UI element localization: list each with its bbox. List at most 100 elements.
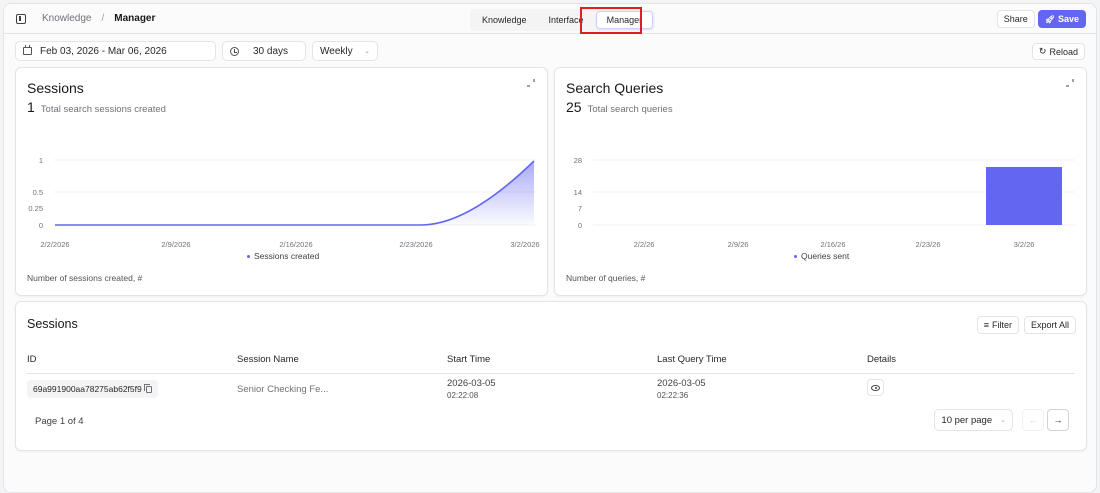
x-tick: 2/2/26 [634, 240, 655, 249]
sessions-card-title: Sessions [27, 80, 84, 96]
legend-dot [247, 254, 250, 258]
pagination-controls: 10 per page ⌄ ← → [934, 409, 1069, 431]
sessions-total-value: 1 [27, 99, 35, 115]
queries-chart-card: Search Queries 25 Total search queries 2… [554, 67, 1087, 296]
start-date: 2026-03-05 [447, 378, 496, 389]
arrow-right-icon: → [1053, 415, 1063, 425]
tab-interface[interactable]: Interface [548, 15, 584, 25]
expand-icon[interactable] [1065, 78, 1075, 88]
column-header-id: ID [27, 354, 37, 365]
sessions-total: 1 Total search sessions created [27, 99, 166, 115]
calendar-icon [23, 45, 32, 55]
breadcrumb: Knowledge / Manager [16, 13, 155, 24]
app-window: Knowledge / Manager Knowledge Interface … [3, 3, 1097, 493]
column-header-details: Details [867, 354, 897, 365]
page-nav: ← → [1022, 409, 1069, 431]
arrow-left-icon: ← [1028, 415, 1038, 425]
export-all-button[interactable]: Export All [1023, 316, 1076, 334]
eye-icon [871, 384, 880, 391]
chevron-down-icon: ⌄ [364, 48, 370, 55]
x-tick: 3/2/26 [1014, 240, 1035, 249]
sessions-area-chart: 1 0.5 0.25 0 2/2/2026 2/9/2026 2/16/2026… [28, 156, 539, 249]
column-header-last-query-time: Last Query Time [657, 354, 727, 365]
export-label: Export All [1030, 320, 1069, 330]
last-query-time: 02:22:36 [657, 391, 689, 400]
queries-bar-chart: 28 14 7 0 2/2/26 2/9/26 2/16/26 2/23/26 … [574, 156, 1075, 249]
legend-dot [794, 254, 797, 258]
column-header-start-time: Start Time [447, 354, 491, 365]
y-tick: 28 [574, 156, 582, 165]
date-range-value: Feb 03, 2026 - Mar 06, 2026 [40, 45, 167, 57]
session-name[interactable]: Senior Checking Fe... [237, 384, 329, 395]
expand-icon[interactable] [526, 78, 536, 88]
y-tick: 0 [39, 221, 43, 230]
queries-footnote: Number of queries, # [566, 273, 646, 283]
session-id: 69a991900aa78275ab62f5f9 [33, 384, 142, 394]
next-page-button[interactable]: → [1047, 409, 1069, 431]
x-tick: 2/2/2026 [40, 240, 69, 249]
filter-toolbar: Feb 03, 2026 - Mar 06, 2026 30 days Week… [15, 41, 1085, 61]
rocket-icon: 🚀︎ [1044, 14, 1055, 24]
top-bar: Knowledge / Manager Knowledge Interface … [4, 4, 1096, 34]
x-tick: 2/23/26 [915, 240, 940, 249]
sessions-table-card: Sessions ≡ Filter Export All ID Session … [15, 301, 1087, 451]
breadcrumb-separator: / [101, 13, 105, 24]
save-button[interactable]: 🚀︎ Save [1037, 10, 1086, 28]
sessions-total-desc: Total search sessions created [40, 104, 166, 115]
page-indicator: Page 1 of 4 [35, 416, 84, 427]
per-page-select[interactable]: 10 per page ⌄ [934, 409, 1013, 431]
bar [986, 167, 1062, 225]
view-details-button[interactable] [867, 379, 884, 396]
clock-icon [230, 46, 239, 56]
reload-label: Reload [1049, 46, 1078, 57]
refresh-icon: ↻ [1038, 46, 1047, 56]
last-query-date: 2026-03-05 [657, 378, 706, 389]
column-header-session-name: Session Name [237, 354, 299, 365]
copy-icon[interactable] [143, 383, 152, 393]
start-time: 02:22:08 [447, 391, 479, 400]
filter-label: Filter [991, 320, 1012, 330]
table-title: Sessions [27, 317, 78, 331]
queries-card-title: Search Queries [566, 80, 664, 96]
table-header: ID Session Name Start Time Last Query Ti… [27, 352, 1075, 374]
x-tick: 2/9/2026 [161, 240, 190, 249]
period-value: Weekly [320, 45, 353, 57]
tab-manager[interactable]: Manager [595, 11, 654, 29]
x-tick: 3/2/2026 [510, 240, 539, 249]
date-range-picker[interactable]: Feb 03, 2026 - Mar 06, 2026 [15, 41, 216, 61]
session-id-chip[interactable]: 69a991900aa78275ab62f5f9 [27, 380, 158, 398]
sessions-footnote: Number of sessions created, # [27, 273, 143, 283]
y-tick: 7 [578, 204, 582, 213]
tab-knowledge[interactable]: Knowledge [482, 15, 527, 25]
header-actions: Share 🚀︎ Save [996, 10, 1086, 28]
x-tick: 2/9/26 [728, 240, 749, 249]
share-button[interactable]: Share [996, 10, 1035, 28]
reload-button[interactable]: ↻ Reload [1031, 43, 1085, 60]
share-label: Share [1003, 14, 1028, 24]
queries-total: 25 Total search queries [566, 99, 673, 115]
days-value: 30 days [253, 45, 289, 57]
legend-label: Queries sent [801, 251, 850, 261]
days-selector[interactable]: 30 days [222, 41, 306, 61]
y-tick: 0.5 [33, 188, 43, 197]
filter-button[interactable]: ≡ Filter [976, 316, 1019, 334]
sessions-chart-card: Sessions 1 Total search sessions created… [15, 67, 548, 296]
queries-total-desc: Total search queries [587, 104, 673, 115]
sidebar-toggle-icon[interactable] [16, 13, 26, 24]
x-tick: 2/23/2026 [399, 240, 432, 249]
y-tick: 14 [574, 188, 582, 197]
sessions-legend: Sessions created [247, 251, 319, 261]
queries-legend: Queries sent [794, 251, 849, 261]
period-select[interactable]: Weekly ⌄ [312, 41, 378, 61]
x-tick: 2/16/2026 [279, 240, 312, 249]
prev-page-button[interactable]: ← [1022, 409, 1044, 431]
queries-total-value: 25 [566, 99, 582, 115]
y-tick: 1 [39, 156, 43, 165]
per-page-value: 10 per page [941, 414, 993, 426]
last-query-time-cell: 2026-03-05 02:22:36 [657, 378, 706, 400]
start-time-cell: 2026-03-05 02:22:08 [447, 378, 496, 400]
y-tick: 0.25 [28, 204, 43, 213]
filter-icon: ≡ [983, 320, 989, 330]
breadcrumb-knowledge[interactable]: Knowledge [42, 13, 92, 24]
table-row: 69a991900aa78275ab62f5f9 Senior Checking… [27, 375, 1075, 403]
